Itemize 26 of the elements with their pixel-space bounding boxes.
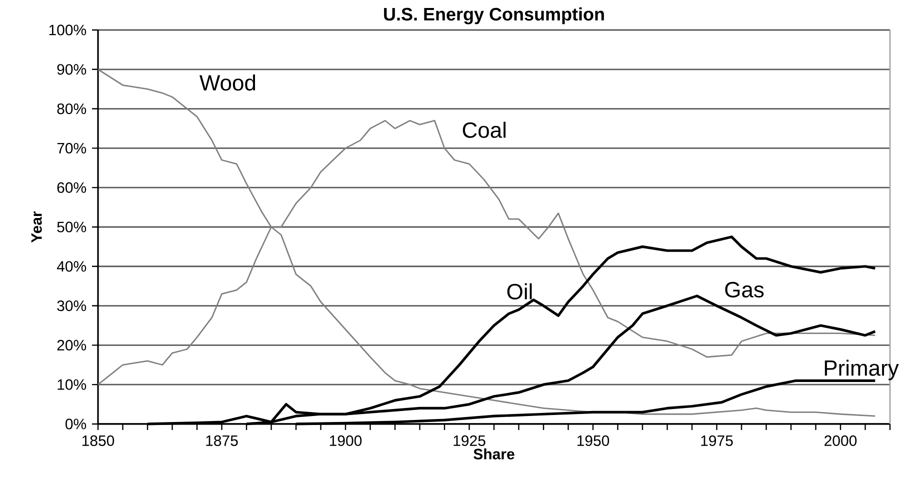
y-tick-label: 60%	[57, 182, 86, 193]
x-tick-label: 1850	[82, 435, 114, 446]
x-tick-label: 1875	[206, 435, 238, 446]
y-tick-label: 50%	[57, 222, 86, 232]
x-tick-label: 1925	[454, 435, 486, 446]
x-tick-label: 2000	[824, 435, 857, 446]
series-label: Coal	[462, 122, 506, 138]
series-label: Wood	[200, 74, 256, 91]
x-axis-title: Share	[474, 448, 514, 460]
y-tick-label: 0%	[66, 418, 86, 430]
y-tick-label: 40%	[56, 261, 86, 272]
x-tick-label: 1975	[701, 435, 733, 446]
y-tick-label: 30%	[57, 300, 86, 312]
series-label: Primary	[824, 360, 899, 380]
series-label: Gas	[725, 282, 764, 298]
y-tick-label: 20%	[57, 340, 86, 351]
y-tick-label: 100%	[49, 24, 86, 36]
y-tick-label: 90%	[57, 64, 86, 75]
series-label: Oil	[507, 283, 532, 300]
y-tick-label: 70%	[57, 142, 86, 154]
x-tick-label: 1950	[577, 435, 610, 446]
y-tick-label: 80%	[57, 103, 86, 114]
x-tick-label: 1900	[330, 435, 362, 446]
y-axis-title: Year	[31, 211, 42, 243]
y-tick-label: 10%	[58, 379, 86, 390]
chart-title: U.S. Energy Consumption	[384, 7, 604, 24]
